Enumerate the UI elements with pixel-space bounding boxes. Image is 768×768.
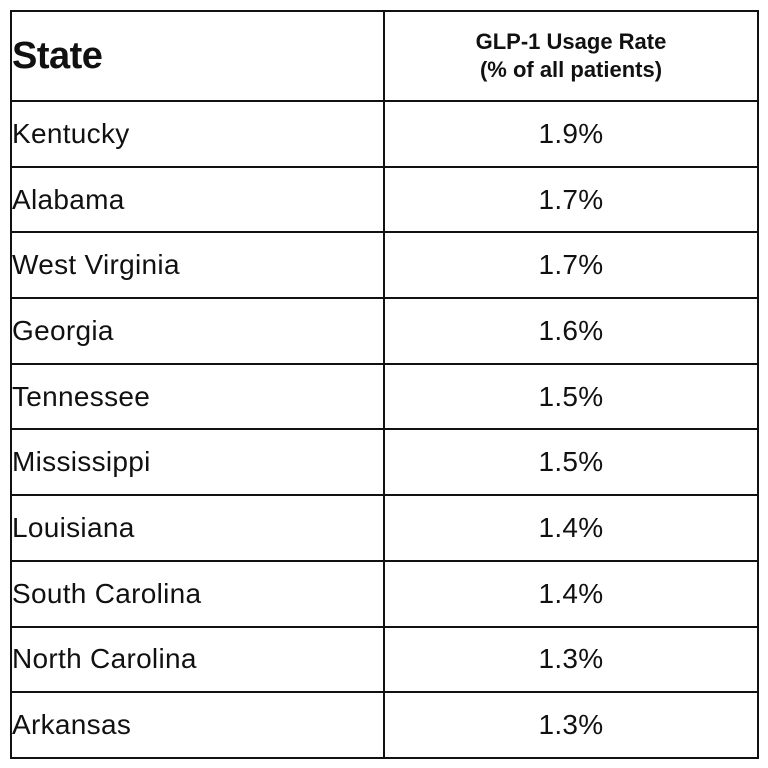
table-row: South Carolina 1.4% bbox=[10, 559, 759, 628]
rate-cell: 1.4% bbox=[383, 559, 759, 628]
header-usage-rate-line1: GLP-1 Usage Rate bbox=[475, 29, 667, 54]
header-usage-rate: GLP-1 Usage Rate (% of all patients) bbox=[383, 10, 759, 102]
rate-cell: 1.6% bbox=[383, 297, 759, 365]
rate-cell: 1.7% bbox=[383, 165, 759, 234]
rate-cell: 1.3% bbox=[383, 625, 759, 694]
table-row: North Carolina 1.3% bbox=[10, 625, 759, 694]
table-row: Alabama 1.7% bbox=[10, 165, 759, 234]
state-cell: Arkansas bbox=[10, 691, 385, 759]
table-row: Kentucky 1.9% bbox=[10, 100, 759, 168]
state-cell: Alabama bbox=[10, 165, 385, 234]
table-row: Tennessee 1.5% bbox=[10, 362, 759, 431]
header-usage-rate-line2: (% of all patients) bbox=[479, 57, 663, 82]
rate-cell: 1.5% bbox=[383, 362, 759, 431]
state-cell: Mississippi bbox=[10, 428, 385, 497]
header-state: State bbox=[10, 10, 385, 102]
table-row: Arkansas 1.3% bbox=[10, 691, 759, 759]
state-cell: West Virginia bbox=[10, 231, 385, 300]
table-row: Louisiana 1.4% bbox=[10, 494, 759, 562]
state-cell: Tennessee bbox=[10, 362, 385, 431]
state-cell: North Carolina bbox=[10, 625, 385, 694]
state-cell: Kentucky bbox=[10, 100, 385, 168]
state-cell: South Carolina bbox=[10, 559, 385, 628]
table-header-row: State GLP-1 Usage Rate (% of all patient… bbox=[10, 10, 759, 102]
rate-cell: 1.7% bbox=[383, 231, 759, 300]
state-cell: Georgia bbox=[10, 297, 385, 365]
rate-cell: 1.9% bbox=[383, 100, 759, 168]
rate-cell: 1.3% bbox=[383, 691, 759, 759]
table-row: West Virginia 1.7% bbox=[10, 231, 759, 300]
state-cell: Louisiana bbox=[10, 494, 385, 562]
glp1-usage-table: State GLP-1 Usage Rate (% of all patient… bbox=[10, 10, 759, 759]
table-row: Mississippi 1.5% bbox=[10, 428, 759, 497]
table-row: Georgia 1.6% bbox=[10, 297, 759, 365]
rate-cell: 1.5% bbox=[383, 428, 759, 497]
rate-cell: 1.4% bbox=[383, 494, 759, 562]
